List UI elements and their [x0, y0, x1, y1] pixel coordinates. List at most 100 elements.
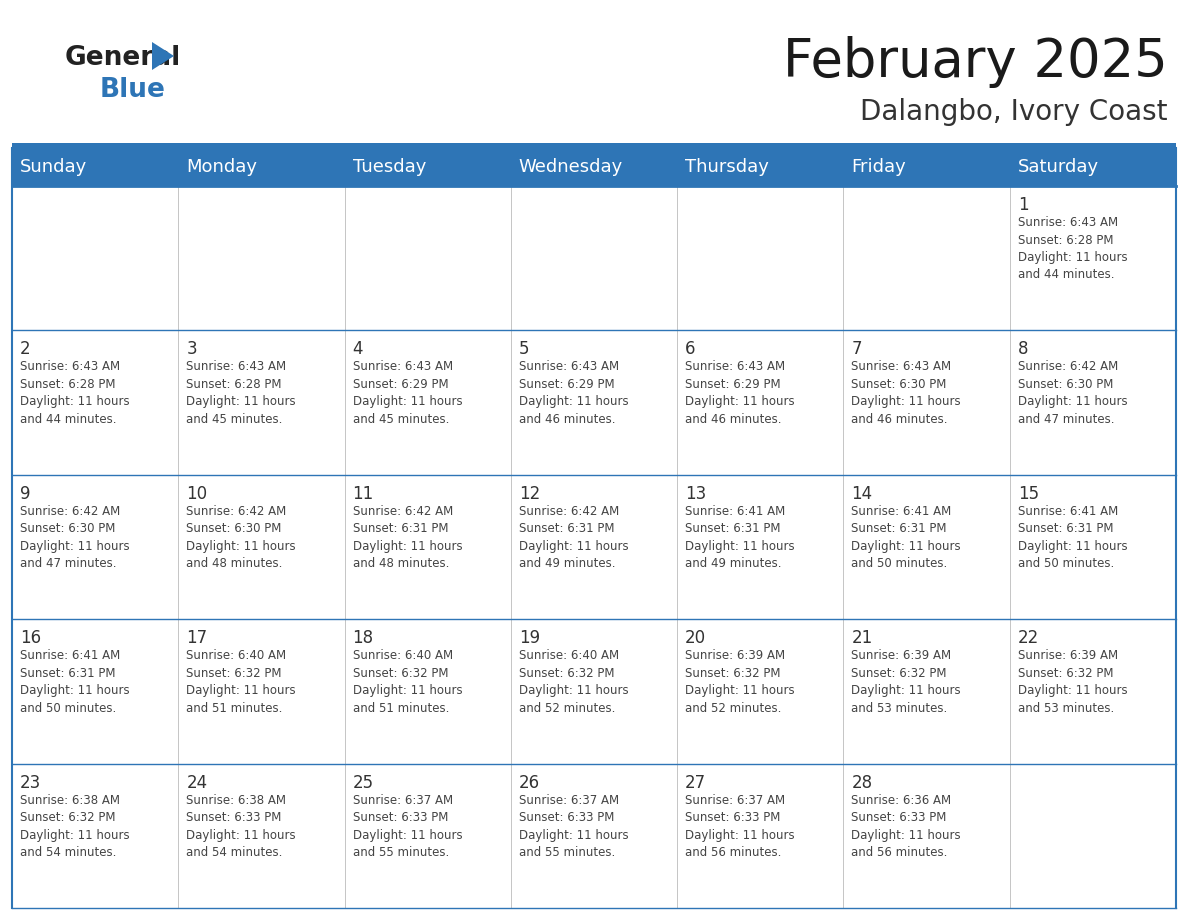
Text: Sunrise: 6:41 AM
Sunset: 6:31 PM
Daylight: 11 hours
and 50 minutes.: Sunrise: 6:41 AM Sunset: 6:31 PM Dayligh…: [1018, 505, 1127, 570]
Bar: [677, 764, 843, 908]
Text: Blue: Blue: [100, 77, 166, 103]
Bar: [511, 148, 677, 186]
Text: 23: 23: [20, 774, 42, 791]
Text: 6: 6: [685, 341, 696, 358]
Bar: [677, 330, 843, 475]
Bar: [178, 186, 345, 330]
Bar: [511, 475, 677, 620]
Text: 19: 19: [519, 629, 541, 647]
Text: 12: 12: [519, 485, 541, 503]
Text: Sunrise: 6:43 AM
Sunset: 6:28 PM
Daylight: 11 hours
and 44 minutes.: Sunrise: 6:43 AM Sunset: 6:28 PM Dayligh…: [20, 361, 129, 426]
Text: 24: 24: [187, 774, 208, 791]
Text: 28: 28: [852, 774, 872, 791]
Text: Sunrise: 6:37 AM
Sunset: 6:33 PM
Daylight: 11 hours
and 55 minutes.: Sunrise: 6:37 AM Sunset: 6:33 PM Dayligh…: [519, 793, 628, 859]
Text: 18: 18: [353, 629, 374, 647]
Bar: [345, 186, 511, 330]
Text: Sunrise: 6:41 AM
Sunset: 6:31 PM
Daylight: 11 hours
and 50 minutes.: Sunrise: 6:41 AM Sunset: 6:31 PM Dayligh…: [852, 505, 961, 570]
Bar: [1010, 330, 1176, 475]
Bar: [178, 620, 345, 764]
Bar: [178, 148, 345, 186]
Bar: [12, 620, 178, 764]
Bar: [843, 148, 1010, 186]
Bar: [178, 475, 345, 620]
Bar: [345, 764, 511, 908]
Bar: [677, 620, 843, 764]
Bar: [178, 764, 345, 908]
Text: Sunrise: 6:43 AM
Sunset: 6:29 PM
Daylight: 11 hours
and 45 minutes.: Sunrise: 6:43 AM Sunset: 6:29 PM Dayligh…: [353, 361, 462, 426]
Text: Sunrise: 6:38 AM
Sunset: 6:32 PM
Daylight: 11 hours
and 54 minutes.: Sunrise: 6:38 AM Sunset: 6:32 PM Dayligh…: [20, 793, 129, 859]
Text: 14: 14: [852, 485, 872, 503]
Text: Sunrise: 6:39 AM
Sunset: 6:32 PM
Daylight: 11 hours
and 53 minutes.: Sunrise: 6:39 AM Sunset: 6:32 PM Dayligh…: [852, 649, 961, 715]
Bar: [12, 148, 178, 186]
Text: Sunrise: 6:40 AM
Sunset: 6:32 PM
Daylight: 11 hours
and 51 minutes.: Sunrise: 6:40 AM Sunset: 6:32 PM Dayligh…: [353, 649, 462, 715]
Text: 27: 27: [685, 774, 707, 791]
Bar: [1010, 764, 1176, 908]
Bar: [511, 330, 677, 475]
Text: February 2025: February 2025: [783, 36, 1168, 88]
Text: Wednesday: Wednesday: [519, 158, 624, 176]
Text: 5: 5: [519, 341, 530, 358]
Text: Sunrise: 6:37 AM
Sunset: 6:33 PM
Daylight: 11 hours
and 56 minutes.: Sunrise: 6:37 AM Sunset: 6:33 PM Dayligh…: [685, 793, 795, 859]
Bar: [677, 148, 843, 186]
Text: Sunrise: 6:43 AM
Sunset: 6:29 PM
Daylight: 11 hours
and 46 minutes.: Sunrise: 6:43 AM Sunset: 6:29 PM Dayligh…: [685, 361, 795, 426]
Bar: [1010, 475, 1176, 620]
Polygon shape: [152, 42, 173, 70]
Text: 22: 22: [1018, 629, 1040, 647]
Text: Tuesday: Tuesday: [353, 158, 426, 176]
Text: 10: 10: [187, 485, 208, 503]
Bar: [12, 764, 178, 908]
Bar: [345, 475, 511, 620]
Text: Sunrise: 6:41 AM
Sunset: 6:31 PM
Daylight: 11 hours
and 50 minutes.: Sunrise: 6:41 AM Sunset: 6:31 PM Dayligh…: [20, 649, 129, 715]
Text: Friday: Friday: [852, 158, 906, 176]
Text: Sunrise: 6:38 AM
Sunset: 6:33 PM
Daylight: 11 hours
and 54 minutes.: Sunrise: 6:38 AM Sunset: 6:33 PM Dayligh…: [187, 793, 296, 859]
Text: 21: 21: [852, 629, 873, 647]
Bar: [178, 330, 345, 475]
Bar: [345, 148, 511, 186]
Bar: [12, 143, 1176, 148]
Text: 20: 20: [685, 629, 707, 647]
Text: Sunrise: 6:42 AM
Sunset: 6:30 PM
Daylight: 11 hours
and 47 minutes.: Sunrise: 6:42 AM Sunset: 6:30 PM Dayligh…: [20, 505, 129, 570]
Text: 4: 4: [353, 341, 364, 358]
Text: Sunrise: 6:42 AM
Sunset: 6:30 PM
Daylight: 11 hours
and 47 minutes.: Sunrise: 6:42 AM Sunset: 6:30 PM Dayligh…: [1018, 361, 1127, 426]
Bar: [12, 186, 178, 330]
Text: 2: 2: [20, 341, 31, 358]
Text: Sunrise: 6:41 AM
Sunset: 6:31 PM
Daylight: 11 hours
and 49 minutes.: Sunrise: 6:41 AM Sunset: 6:31 PM Dayligh…: [685, 505, 795, 570]
Text: Sunrise: 6:43 AM
Sunset: 6:29 PM
Daylight: 11 hours
and 46 minutes.: Sunrise: 6:43 AM Sunset: 6:29 PM Dayligh…: [519, 361, 628, 426]
Text: 13: 13: [685, 485, 707, 503]
Bar: [511, 186, 677, 330]
Text: 11: 11: [353, 485, 374, 503]
Text: 17: 17: [187, 629, 208, 647]
Bar: [511, 620, 677, 764]
Bar: [677, 475, 843, 620]
Bar: [345, 330, 511, 475]
Text: Sunrise: 6:42 AM
Sunset: 6:30 PM
Daylight: 11 hours
and 48 minutes.: Sunrise: 6:42 AM Sunset: 6:30 PM Dayligh…: [187, 505, 296, 570]
Text: Sunrise: 6:39 AM
Sunset: 6:32 PM
Daylight: 11 hours
and 52 minutes.: Sunrise: 6:39 AM Sunset: 6:32 PM Dayligh…: [685, 649, 795, 715]
Text: Sunrise: 6:43 AM
Sunset: 6:28 PM
Daylight: 11 hours
and 45 minutes.: Sunrise: 6:43 AM Sunset: 6:28 PM Dayligh…: [187, 361, 296, 426]
Text: 8: 8: [1018, 341, 1029, 358]
Bar: [12, 475, 178, 620]
Text: 7: 7: [852, 341, 862, 358]
Text: 9: 9: [20, 485, 31, 503]
Bar: [511, 764, 677, 908]
Text: 16: 16: [20, 629, 42, 647]
Text: Sunrise: 6:43 AM
Sunset: 6:28 PM
Daylight: 11 hours
and 44 minutes.: Sunrise: 6:43 AM Sunset: 6:28 PM Dayligh…: [1018, 216, 1127, 282]
Text: General: General: [65, 45, 182, 71]
Bar: [1010, 186, 1176, 330]
Bar: [677, 186, 843, 330]
Text: 15: 15: [1018, 485, 1038, 503]
Text: Sunrise: 6:36 AM
Sunset: 6:33 PM
Daylight: 11 hours
and 56 minutes.: Sunrise: 6:36 AM Sunset: 6:33 PM Dayligh…: [852, 793, 961, 859]
Bar: [843, 186, 1010, 330]
Text: 25: 25: [353, 774, 374, 791]
Bar: [843, 330, 1010, 475]
Text: 3: 3: [187, 341, 197, 358]
Bar: [345, 620, 511, 764]
Text: Sunrise: 6:42 AM
Sunset: 6:31 PM
Daylight: 11 hours
and 48 minutes.: Sunrise: 6:42 AM Sunset: 6:31 PM Dayligh…: [353, 505, 462, 570]
Text: Sunrise: 6:39 AM
Sunset: 6:32 PM
Daylight: 11 hours
and 53 minutes.: Sunrise: 6:39 AM Sunset: 6:32 PM Dayligh…: [1018, 649, 1127, 715]
Text: Saturday: Saturday: [1018, 158, 1099, 176]
Text: Dalangbo, Ivory Coast: Dalangbo, Ivory Coast: [860, 98, 1168, 126]
Bar: [843, 764, 1010, 908]
Text: 26: 26: [519, 774, 541, 791]
Text: Sunrise: 6:40 AM
Sunset: 6:32 PM
Daylight: 11 hours
and 51 minutes.: Sunrise: 6:40 AM Sunset: 6:32 PM Dayligh…: [187, 649, 296, 715]
Bar: [843, 475, 1010, 620]
Text: Sunrise: 6:40 AM
Sunset: 6:32 PM
Daylight: 11 hours
and 52 minutes.: Sunrise: 6:40 AM Sunset: 6:32 PM Dayligh…: [519, 649, 628, 715]
